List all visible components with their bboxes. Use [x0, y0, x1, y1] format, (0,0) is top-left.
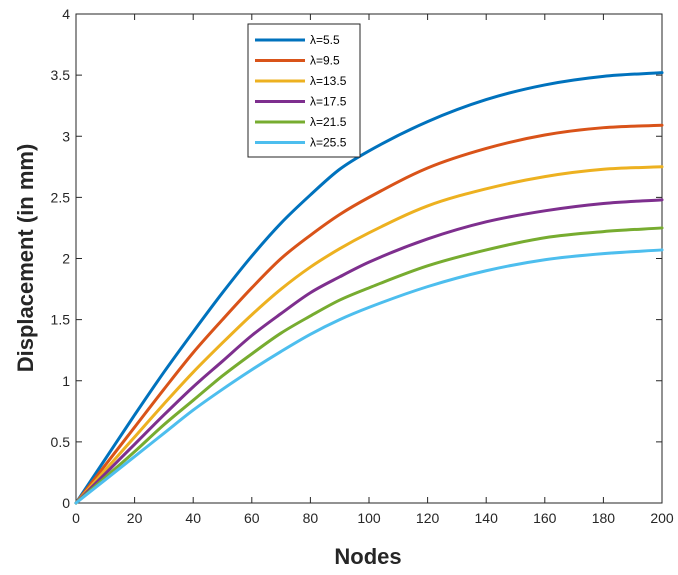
x-tick-label: 160 — [533, 510, 557, 526]
x-tick-label: 100 — [357, 510, 381, 526]
y-tick-label: 2.5 — [51, 189, 71, 205]
legend-label: λ=25.5 — [310, 136, 347, 150]
series-line-1 — [74, 123, 664, 505]
axes-box — [75, 13, 663, 504]
legend-label: λ=13.5 — [310, 74, 347, 88]
x-tick-label: 140 — [475, 510, 499, 526]
x-tick-label: 20 — [127, 510, 143, 526]
y-tick-label: 0 — [62, 495, 70, 511]
axis-ticks: 0 20 40 60 80 100 120 140 160 180 200 0 0.5 1 1.5 2 2.5 3… — [51, 6, 674, 526]
x-tick-label: 80 — [303, 510, 319, 526]
x-tick-label: 200 — [650, 510, 674, 526]
series-line-3 — [74, 198, 664, 505]
series-lines — [74, 71, 664, 505]
series-line-0 — [74, 71, 664, 505]
legend: λ=5.5 λ=9.5 λ=13.5 λ=17.5 λ=21.5 λ=25.5 — [247, 23, 361, 158]
y-tick-label: 1 — [62, 373, 70, 389]
y-tick-label: 4 — [62, 6, 70, 22]
x-tick-label: 120 — [416, 510, 440, 526]
plot-area — [75, 13, 663, 504]
legend-label: λ=21.5 — [310, 115, 347, 129]
x-tick-label: 0 — [72, 510, 80, 526]
x-tick-label: 180 — [592, 510, 616, 526]
x-axis-title: Nodes — [334, 544, 401, 569]
series-line-2 — [74, 165, 664, 505]
legend-label: λ=9.5 — [310, 54, 340, 68]
y-tick-label: 3.5 — [51, 67, 71, 83]
x-tick-label: 40 — [185, 510, 201, 526]
legend-label: λ=17.5 — [310, 95, 347, 109]
series-line-5 — [74, 248, 664, 505]
legend-box — [247, 23, 361, 158]
y-tick-label: 1.5 — [51, 312, 71, 328]
y-tick-label: 3 — [62, 128, 70, 144]
y-tick-label: 2 — [62, 251, 70, 267]
x-tick-label: 60 — [244, 510, 260, 526]
series-line-4 — [74, 226, 664, 505]
legend-label: λ=5.5 — [310, 33, 340, 47]
y-tick-label: 0.5 — [51, 434, 71, 450]
y-axis-title: Displacement (in mm) — [13, 144, 38, 373]
